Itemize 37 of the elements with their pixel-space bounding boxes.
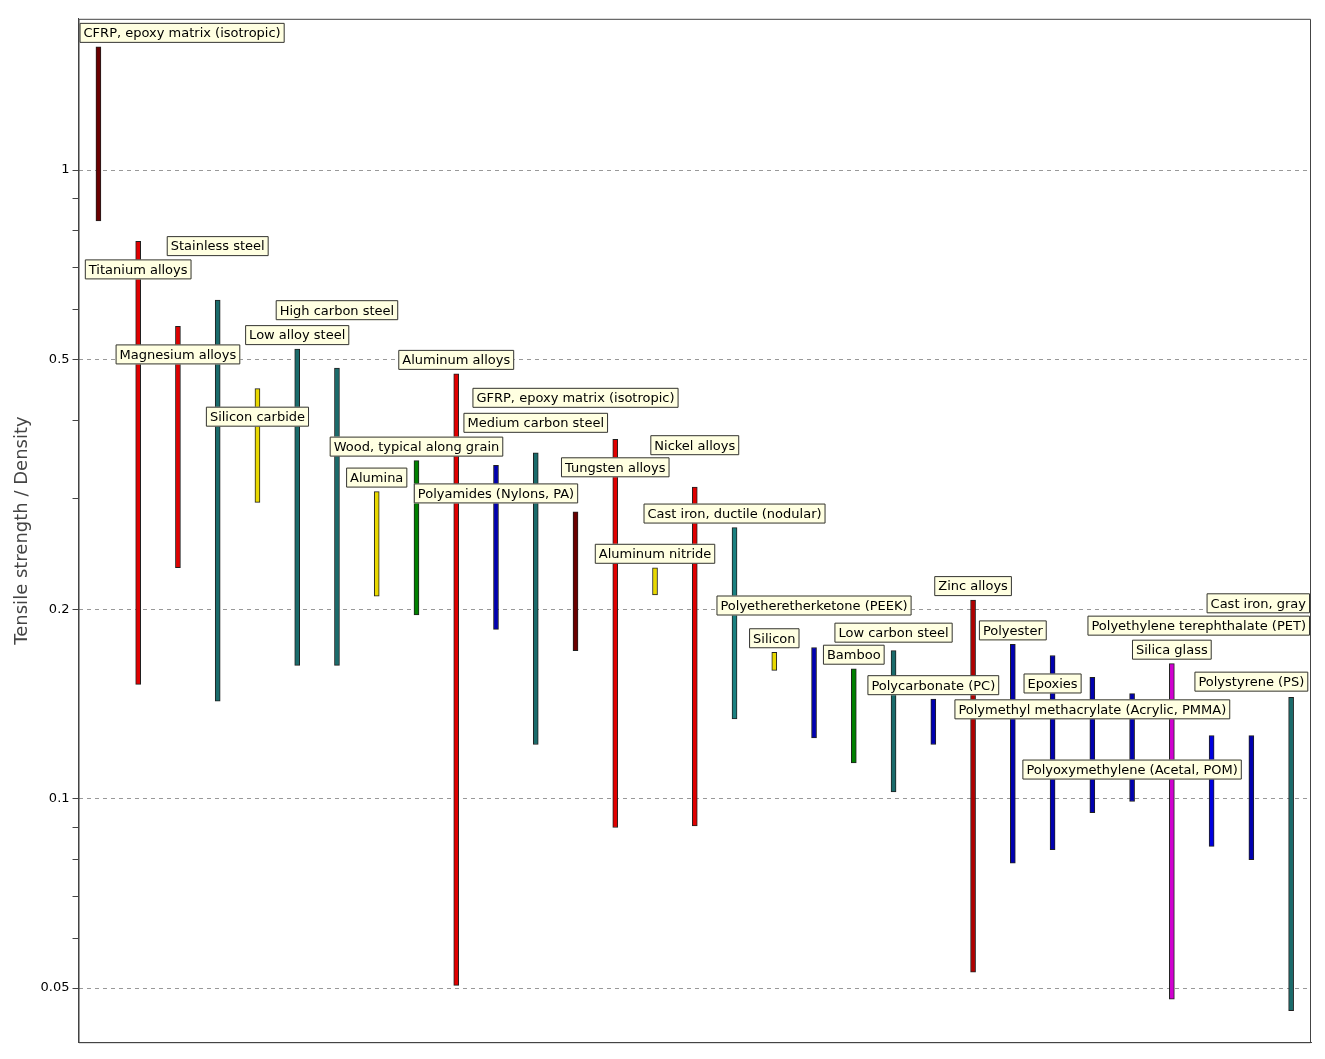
annotation: Aluminum alloys (402, 352, 511, 368)
annotation: Silicon (753, 630, 796, 646)
annotation: Magnesium alloys (119, 346, 237, 362)
annotation: GFRP, epoxy matrix (isotropic) (476, 390, 675, 406)
annotation: Aluminum nitride (598, 546, 712, 562)
annotation: High carbon steel (279, 302, 395, 318)
annotation: Tungsten alloys (563, 459, 666, 475)
annotation: Medium carbon steel (467, 415, 605, 431)
annotation: Epoxies (1027, 675, 1078, 691)
annotation: Silicon carbide (209, 409, 306, 425)
y-tick-label: 0.1 (48, 790, 70, 806)
annotation: Cast iron, gray (1210, 595, 1307, 611)
annotation: Polyoxymethylene (Acetal, POM) (1026, 761, 1238, 777)
y-axis-title: Tensile strength / Density (10, 415, 32, 646)
annotation: Stainless steel (170, 238, 265, 254)
annotation: Low alloy steel (249, 327, 346, 343)
annotation: Polycarbonate (PC) (871, 677, 996, 693)
annotation: Silica glass (1135, 642, 1208, 658)
annotation: Low carbon steel (838, 625, 949, 641)
y-tick-label: 1 (61, 161, 70, 177)
y-tick-label: 0.5 (48, 350, 70, 366)
annotation: Polyamides (Nylons, PA) (417, 485, 575, 501)
annotation: Polystyrene (PS) (1198, 674, 1305, 690)
annotation: Polyester (982, 622, 1044, 638)
annotation: Polyethylene terephthalate (PET) (1091, 618, 1307, 634)
annotation: Polymethyl methacrylate (Acrylic, PMMA) (958, 701, 1227, 717)
annotation: Nickel alloys (654, 437, 736, 453)
y-tick-label: 0.2 (48, 600, 70, 616)
annotation: Polyetheretherketone (PEEK) (720, 597, 908, 613)
annotation: Zinc alloys (938, 578, 1009, 594)
annotation: Cast iron, ductile (nodular) (647, 505, 822, 521)
annotation: Titanium alloys (87, 261, 188, 277)
annotation: Wood, typical along grain (333, 438, 500, 454)
annotation: Bamboo (826, 647, 881, 663)
annotation: CFRP, epoxy matrix (isotropic) (83, 25, 281, 41)
annotation: Alumina (350, 469, 404, 485)
y-tick-label: 0.05 (40, 979, 70, 995)
